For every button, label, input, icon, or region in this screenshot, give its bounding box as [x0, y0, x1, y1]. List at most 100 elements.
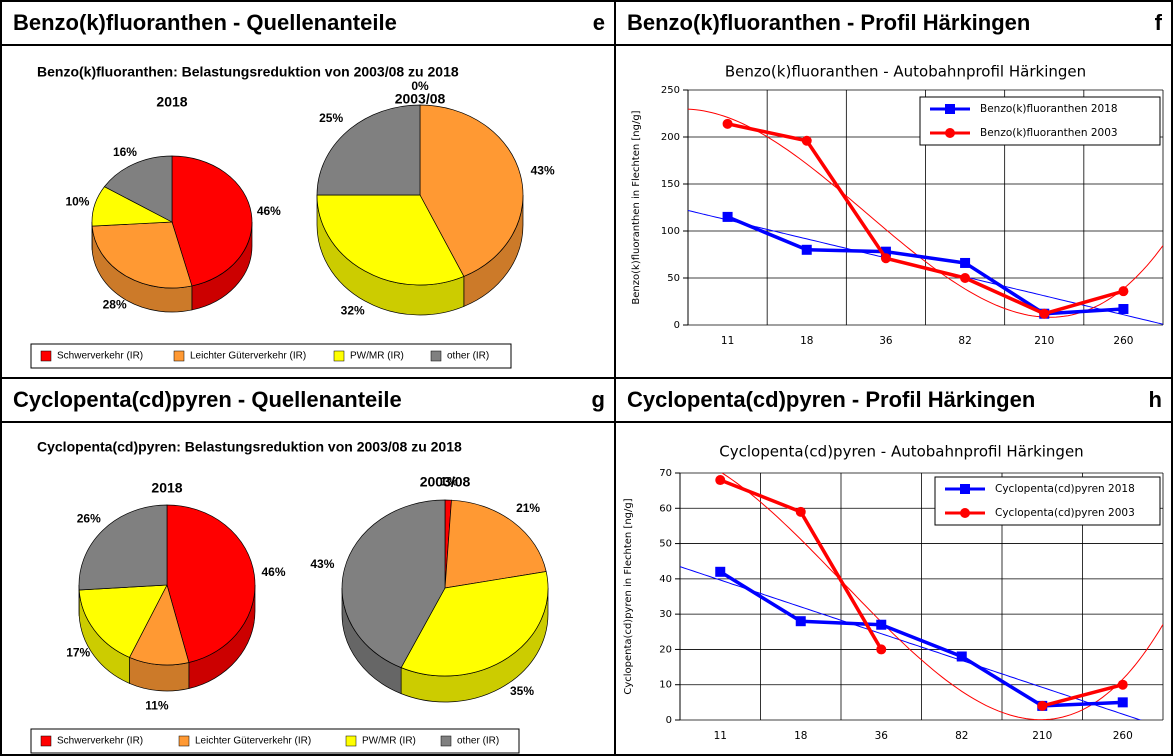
legend-swatch	[333, 350, 345, 362]
marker	[880, 253, 891, 264]
chart-title: Benzo(k)fluoranthen - Autobahnprofil Här…	[725, 63, 1086, 81]
legend-swatch	[178, 735, 190, 747]
pie-label: 32%	[341, 304, 365, 318]
pie-slice	[400, 571, 549, 677]
pie-label: 26%	[77, 511, 101, 525]
legend-box	[30, 728, 520, 754]
legend-swatch	[440, 735, 452, 747]
panel-title: Benzo(k)fluoranthen - Profil Härkingen	[627, 10, 1030, 35]
pie-slice	[341, 499, 446, 669]
pie-label: 16%	[113, 145, 137, 159]
panel-frame	[614, 377, 1173, 756]
pie-label: 0%	[411, 79, 429, 93]
pie-slice	[316, 104, 421, 196]
y-tick-label: 40	[659, 574, 672, 585]
panel-frame	[614, 0, 1173, 379]
legend-label: Cyclopenta(cd)pyren 2003	[995, 507, 1135, 519]
panel-letter: f	[1155, 10, 1163, 35]
marker	[715, 566, 726, 577]
y-tick-label: 150	[661, 179, 680, 190]
x-tick-label: 11	[714, 730, 727, 742]
chart-title: Cyclopenta(cd)pyren - Autobahnprofil Här…	[719, 443, 1083, 461]
pie-label: 10%	[65, 194, 89, 208]
legend-label: Benzo(k)fluoranthen 2018	[980, 103, 1118, 115]
y-tick-label: 50	[659, 539, 672, 550]
pie-subtitle: Cyclopenta(cd)pyren: Belastungsreduktion…	[37, 439, 462, 455]
x-tick-label: 82	[958, 335, 971, 347]
marker	[801, 244, 812, 255]
y-tick-label: 70	[659, 468, 672, 479]
pie-slice	[171, 155, 253, 287]
pie-label: 43%	[310, 557, 334, 571]
legend-swatch	[40, 735, 52, 747]
pie-label: 43%	[531, 164, 555, 178]
legend-swatch	[40, 350, 52, 362]
pie-subtitle: Benzo(k)fluoranthen: Belastungsreduktion…	[37, 64, 459, 80]
trendline	[721, 473, 1163, 720]
marker	[1118, 286, 1129, 297]
marker	[795, 506, 806, 517]
marker	[960, 273, 971, 283]
legend-label: other (IR)	[447, 351, 489, 362]
legend-label: Leichter Güterverkehr (IR)	[195, 736, 311, 747]
x-tick-label: 210	[1032, 730, 1052, 742]
pie-slice	[316, 194, 465, 286]
x-tick-label: 11	[721, 335, 734, 347]
marker	[722, 211, 733, 222]
legend-swatch	[345, 735, 357, 747]
legend-label: Cyclopenta(cd)pyren 2018	[995, 483, 1135, 495]
pie-label: 28%	[103, 298, 127, 312]
legend-label: Leichter Güterverkehr (IR)	[190, 351, 306, 362]
y-tick-label: 0	[674, 320, 680, 331]
marker	[795, 616, 806, 627]
series-line	[726, 215, 1124, 316]
panel-letter: h	[1149, 387, 1162, 412]
marker	[722, 118, 733, 129]
pie-slice	[166, 504, 256, 663]
pie-label: 46%	[257, 204, 281, 218]
y-tick-label: 200	[661, 132, 680, 143]
pie-label: 35%	[510, 684, 534, 698]
pie-name: 2003/08	[395, 91, 446, 107]
pie-slice	[78, 584, 168, 658]
pie-slice	[78, 504, 168, 591]
y-tick-label: 10	[659, 680, 672, 691]
legend-label: Benzo(k)fluoranthen 2003	[980, 127, 1118, 139]
pie-slice	[444, 499, 547, 589]
marker	[956, 651, 967, 662]
legend-box	[919, 96, 1161, 146]
panel-letter: g	[592, 387, 605, 412]
y-tick-label: 50	[667, 273, 680, 284]
marker	[876, 619, 887, 630]
trendline	[680, 566, 1143, 720]
y-tick-label: 60	[659, 503, 672, 514]
y-tick-label: 30	[659, 609, 672, 620]
marker	[880, 246, 891, 257]
pie-label: 25%	[319, 111, 343, 125]
legend-swatch	[173, 350, 185, 362]
y-tick-label: 20	[659, 644, 672, 655]
marker	[801, 135, 812, 146]
marker	[1118, 304, 1129, 315]
legend-label: other (IR)	[457, 736, 499, 747]
panel-title: Cyclopenta(cd)pyren - Quellenanteile	[13, 387, 402, 412]
series-line	[727, 122, 1124, 316]
x-tick-label: 210	[1034, 335, 1054, 347]
x-tick-label: 18	[800, 335, 813, 347]
x-tick-label: 260	[1113, 730, 1133, 742]
pie-label: 17%	[66, 646, 90, 660]
pie-slice	[103, 155, 173, 223]
pie-label: 46%	[261, 565, 285, 579]
x-tick-label: 36	[879, 335, 893, 347]
pie-slice	[419, 104, 524, 277]
y-tick-label: 250	[661, 85, 680, 96]
y-tick-label: 0	[666, 715, 672, 726]
y-axis-label: Benzo(k)fluoranthen in Flechten [ng/g]	[631, 110, 642, 304]
legend-label: Schwerverkehr (IR)	[57, 351, 143, 362]
marker	[1037, 700, 1048, 711]
marker	[1039, 308, 1050, 319]
pie-label: 11%	[145, 699, 169, 713]
legend-marker	[960, 508, 970, 518]
pie-slice	[91, 221, 193, 289]
